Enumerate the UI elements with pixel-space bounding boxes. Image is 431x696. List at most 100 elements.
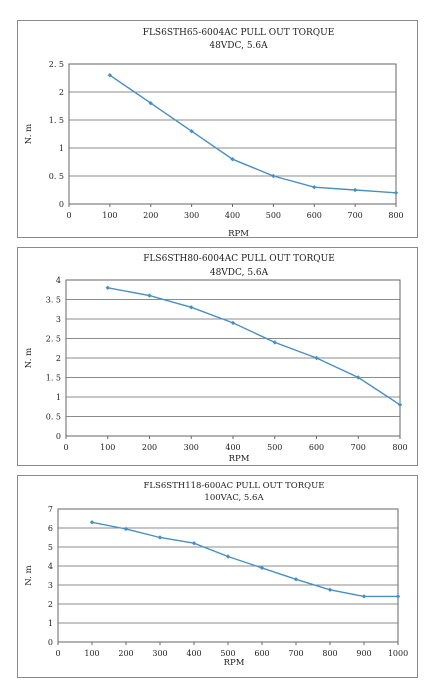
x-tick-label: 0: [66, 211, 71, 220]
torque-chart-fls6sth80: FLS6STH80-6004AC PULL OUT TORQUE 48VDC, 5…: [24, 254, 408, 464]
x-tick-label: 400: [225, 443, 240, 452]
y-tick-label: 1: [48, 619, 53, 628]
y-tick-label: 2: [48, 600, 53, 609]
x-tick-label: 100: [84, 649, 99, 658]
x-tick-label: 400: [225, 211, 240, 220]
y-tick-label: 1: [56, 393, 61, 402]
data-point: [105, 285, 110, 290]
x-tick-label: 500: [266, 211, 281, 220]
torque-series-line: [91, 521, 398, 598]
data-point: [189, 305, 194, 310]
y-tick-label: 3: [56, 315, 61, 324]
x-tick-label: 700: [288, 649, 303, 658]
y-axis-label: N. m: [24, 565, 34, 585]
x-tick-label: 0: [63, 443, 68, 452]
y-tick-label: 7: [48, 505, 53, 514]
data-point: [107, 73, 113, 78]
x-tick-label: 100: [102, 211, 117, 220]
torque-series-line: [109, 74, 397, 194]
y-tick-label: 0. 5: [49, 172, 64, 181]
x-axis-label: RPM: [224, 658, 245, 668]
data-point: [189, 129, 194, 134]
plot-area: [57, 508, 399, 643]
y-tick-label: 0: [59, 200, 64, 209]
y-tick-label: 0: [56, 432, 61, 441]
data-point: [395, 594, 401, 599]
data-point: [356, 375, 361, 380]
y-tick-label: 3: [48, 581, 53, 590]
x-tick-label: 800: [392, 443, 407, 452]
x-tick-label: 200: [118, 649, 133, 658]
y-tick-label: 1. 5: [49, 116, 64, 125]
y-tick-label: 2. 5: [49, 60, 64, 69]
data-point: [230, 320, 236, 326]
chart-title: FLS6STH65-6004AC PULL OUT TORQUE: [143, 28, 335, 38]
y-tick-label: 4: [56, 276, 61, 285]
torque-chart-panel: FLS6STH65-6004AC PULL OUT TORQUE 48VDC, 5…: [17, 20, 418, 239]
plot-area: [68, 63, 397, 205]
y-tick-label: 3. 5: [46, 296, 61, 305]
torque-chart-fls6sth118: FLS6STH118-600AC PULL OUT TORQUE 100VAC, …: [24, 481, 408, 668]
x-tick-label: 800: [322, 649, 337, 658]
x-tick-label: 400: [186, 649, 201, 658]
data-point: [230, 157, 235, 162]
x-tick-label: 200: [143, 211, 158, 220]
torque-chart-panel: FLS6STH118-600AC PULL OUT TORQUE 100VAC, …: [17, 475, 418, 678]
y-tick-label: 0: [48, 638, 53, 647]
chart-subtitle: 48VDC, 5.6A: [209, 41, 268, 51]
data-point: [272, 340, 277, 345]
torque-chart-fls6sth65: FLS6STH65-6004AC PULL OUT TORQUE 48VDC, 5…: [24, 28, 404, 239]
data-point: [393, 190, 399, 195]
x-tick-label: 700: [351, 443, 366, 452]
y-tick-label: 0. 5: [46, 413, 61, 422]
data-point: [271, 173, 276, 179]
y-axis-label: N. m: [24, 124, 34, 144]
x-tick-label: 300: [152, 649, 167, 658]
x-tick-label: 600: [254, 649, 269, 658]
data-point: [397, 402, 403, 407]
x-tick-label: 600: [309, 443, 324, 452]
data-point: [123, 526, 129, 532]
data-point: [314, 355, 319, 361]
torque-series-line: [107, 287, 401, 406]
y-tick-label: 4: [48, 562, 53, 571]
y-tick-label: 6: [48, 524, 53, 533]
data-point: [191, 541, 197, 546]
x-tick-label: 300: [184, 443, 199, 452]
data-point: [327, 587, 333, 592]
torque-chart-panel: FLS6STH80-6004AC PULL OUT TORQUE 48VDC, 5…: [17, 247, 418, 466]
y-tick-label: 2. 5: [46, 335, 61, 344]
data-point: [293, 577, 299, 582]
y-tick-label: 1: [59, 144, 64, 153]
data-point: [361, 594, 367, 599]
x-tick-label: 200: [142, 443, 157, 452]
x-tick-label: 600: [307, 211, 322, 220]
x-tick-label: 300: [184, 211, 199, 220]
data-point: [89, 520, 95, 525]
x-tick-label: 900: [356, 649, 371, 658]
x-axis-label: RPM: [228, 229, 249, 239]
chart-subtitle: 48VDC, 5.6A: [210, 268, 269, 278]
x-tick-label: 100: [100, 443, 115, 452]
x-tick-label: 700: [347, 211, 362, 220]
x-tick-label: 1000: [388, 649, 408, 658]
data-point: [147, 293, 152, 298]
data-point: [312, 185, 317, 190]
x-tick-label: 0: [55, 649, 60, 658]
x-tick-label: 800: [388, 211, 403, 220]
x-tick-label: 500: [267, 443, 282, 452]
y-tick-label: 2: [56, 354, 61, 363]
y-axis-label: N. m: [24, 348, 34, 368]
chart-title: FLS6STH118-600AC PULL OUT TORQUE: [144, 481, 325, 491]
y-tick-label: 1. 5: [46, 374, 61, 383]
data-point: [352, 187, 358, 193]
y-tick-label: 5: [48, 543, 53, 552]
chart-subtitle: 100VAC, 5.6A: [204, 493, 264, 503]
data-point: [157, 535, 163, 540]
data-point: [148, 101, 153, 106]
y-tick-label: 2: [59, 88, 64, 97]
chart-title: FLS6STH80-6004AC PULL OUT TORQUE: [143, 254, 335, 264]
x-axis-label: RPM: [229, 454, 250, 464]
data-point: [225, 554, 231, 559]
x-tick-label: 500: [220, 649, 235, 658]
